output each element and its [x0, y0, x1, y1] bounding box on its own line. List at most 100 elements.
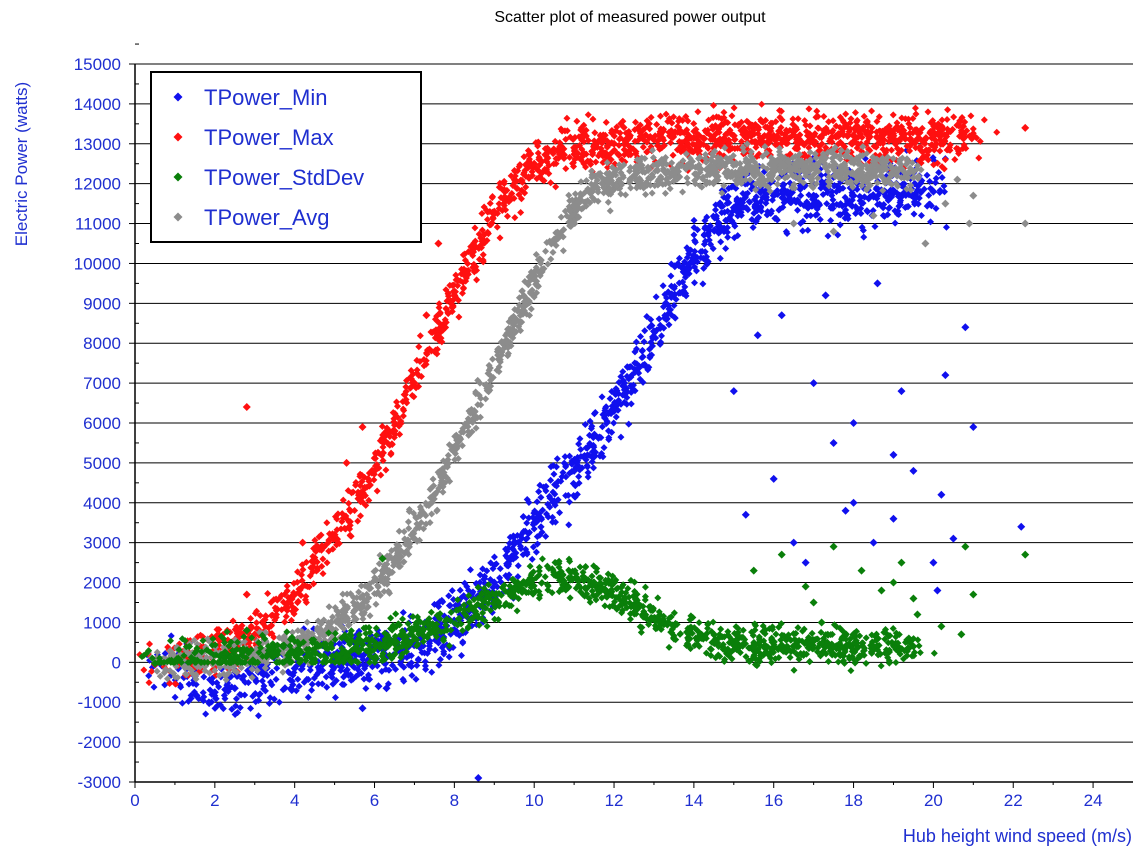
data-point — [722, 245, 729, 252]
data-point — [871, 223, 878, 230]
data-point — [305, 694, 312, 701]
data-point — [538, 523, 545, 530]
data-point — [944, 106, 951, 113]
data-point — [435, 662, 442, 669]
data-point — [610, 419, 617, 426]
data-point — [1021, 220, 1029, 228]
data-point — [279, 669, 286, 676]
data-point — [400, 609, 407, 616]
data-point — [969, 423, 977, 431]
data-point — [585, 469, 592, 476]
data-point — [455, 313, 462, 320]
data-point — [247, 705, 254, 712]
data-point — [802, 559, 810, 567]
data-point — [794, 207, 801, 214]
data-point — [870, 539, 878, 547]
data-point — [599, 393, 606, 400]
data-point — [949, 535, 957, 543]
data-point — [929, 559, 937, 567]
series-tpower-stddev — [138, 543, 1029, 674]
chart-title: Scatter plot of measured power output — [494, 9, 766, 26]
data-point — [641, 338, 648, 345]
data-point — [542, 248, 549, 255]
data-point — [308, 687, 315, 694]
data-point — [787, 654, 794, 661]
data-point — [936, 147, 943, 154]
data-point — [790, 539, 798, 547]
data-point — [247, 615, 254, 622]
data-point — [850, 419, 858, 427]
data-point — [459, 639, 466, 646]
data-point — [943, 224, 950, 231]
data-point — [911, 210, 918, 217]
data-point — [382, 466, 389, 473]
data-point — [822, 291, 830, 299]
data-point — [460, 284, 467, 291]
data-point — [511, 214, 518, 221]
data-point — [868, 108, 875, 115]
data-point — [969, 192, 977, 200]
data-point — [830, 439, 838, 447]
y-axis-label: Electric Power (watts) — [12, 82, 31, 246]
data-point — [547, 179, 554, 186]
data-point — [717, 238, 724, 245]
data-point — [347, 532, 354, 539]
data-point — [690, 231, 697, 238]
data-point — [446, 602, 453, 609]
data-point — [200, 689, 207, 696]
data-point — [667, 272, 674, 279]
data-point — [842, 507, 850, 515]
data-point — [497, 234, 504, 241]
data-point — [457, 587, 464, 594]
data-point — [805, 105, 812, 112]
data-point — [927, 218, 934, 225]
data-point — [932, 179, 939, 186]
data-point — [939, 174, 946, 181]
data-point — [422, 658, 429, 665]
data-point — [489, 356, 496, 363]
data-point — [497, 565, 504, 572]
data-point — [951, 156, 958, 163]
data-point — [370, 476, 377, 483]
data-point — [264, 590, 271, 597]
data-point — [202, 711, 209, 718]
data-point — [359, 423, 367, 431]
data-point — [367, 612, 374, 619]
data-point — [965, 220, 973, 228]
data-point — [415, 343, 422, 350]
data-point — [924, 172, 931, 179]
data-point — [950, 114, 957, 121]
data-point — [377, 472, 384, 479]
data-point — [294, 676, 301, 683]
data-point — [860, 234, 867, 241]
data-point — [230, 618, 237, 625]
data-point — [520, 513, 527, 520]
data-point — [912, 105, 919, 112]
data-point — [326, 603, 333, 610]
data-point — [332, 694, 339, 701]
data-point — [770, 475, 778, 483]
data-point — [993, 129, 1000, 136]
data-point — [790, 220, 798, 228]
data-point — [172, 694, 179, 701]
data-point — [422, 311, 430, 319]
data-point — [309, 681, 316, 688]
data-point — [605, 199, 612, 206]
data-point — [284, 582, 291, 589]
data-point — [255, 712, 262, 719]
data-point — [921, 240, 929, 248]
data-point — [941, 371, 949, 379]
data-point — [953, 176, 961, 184]
data-point — [578, 178, 585, 185]
data-point — [617, 190, 624, 197]
data-point — [810, 379, 818, 387]
data-point — [941, 200, 949, 208]
data-point — [731, 104, 738, 111]
data-point — [1017, 523, 1025, 531]
data-point — [473, 276, 480, 283]
data-point — [140, 666, 147, 673]
data-point — [699, 280, 706, 287]
data-point — [200, 673, 207, 680]
data-point — [146, 679, 153, 686]
